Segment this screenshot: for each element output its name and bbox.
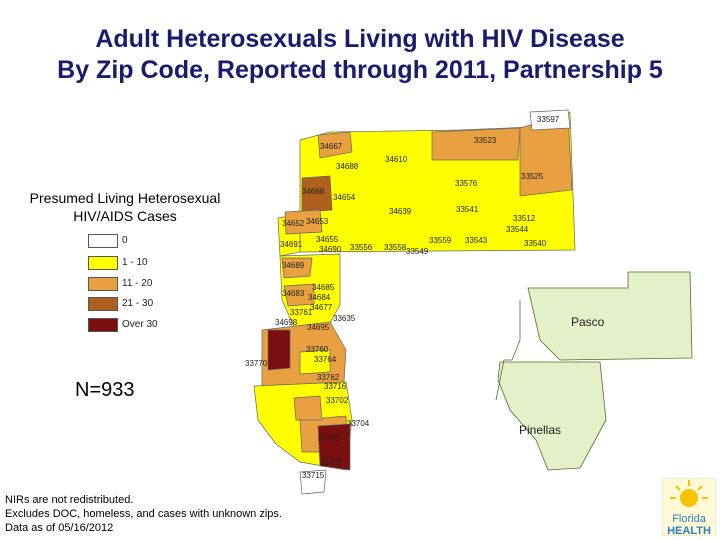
- zip-label-33715: 33715: [302, 471, 325, 480]
- zip-label-34667: 34667: [320, 142, 343, 151]
- zip-33709: [293, 395, 323, 421]
- zip-label-33764: 33764: [314, 355, 337, 364]
- zip-label-33762: 33762: [317, 373, 340, 382]
- zip-34683: [283, 283, 315, 307]
- zip-label-33543: 33543: [465, 236, 488, 245]
- footnote-exclusions: Excludes DOC, homeless, and cases with u…: [5, 508, 282, 520]
- zip-label-34654: 34654: [333, 193, 356, 202]
- zip-label-34698: 34698: [275, 318, 298, 327]
- zip-label-34688: 34688: [336, 162, 359, 171]
- legend-label: 1 - 10: [122, 257, 148, 268]
- zip-label-34610: 34610: [385, 155, 408, 164]
- florida-health-logo: Florida HEALTH: [662, 478, 716, 536]
- legend-label: 0: [122, 235, 128, 246]
- zip-label-34685: 34685: [312, 283, 335, 292]
- zip-33755: [267, 329, 291, 371]
- zip-label-33556: 33556: [350, 243, 373, 252]
- zip-label-33760: 33760: [306, 345, 329, 354]
- zip-label-33540: 33540: [524, 239, 547, 248]
- zip-label-33702: 33702: [326, 396, 349, 405]
- zip-label-34668: 34668: [302, 187, 325, 196]
- legend-swatch: [88, 297, 118, 311]
- zip-34667: [317, 131, 353, 159]
- zip-label-group: 33597 33523 34667 34668 34610 33525 34688 34654…: [245, 115, 560, 480]
- zip-label-33523: 33523: [474, 136, 497, 145]
- zip-label-33576: 33576: [455, 179, 478, 188]
- footnote-nir: NIRs are not redistributed.: [5, 494, 134, 506]
- zip-33523: [431, 127, 521, 161]
- inset-label-pasco: Pasco: [571, 315, 605, 329]
- map-title-line2: By Zip Code, Reported through 2011, Part…: [57, 56, 663, 84]
- zip-label-34639: 34639: [389, 207, 412, 216]
- legend-title-line2: HIV/AIDS Cases: [73, 208, 177, 224]
- footnote-data-date: Data as of 05/16/2012: [5, 522, 114, 534]
- inset-pasco: [527, 271, 693, 361]
- zip-34689: [281, 257, 313, 279]
- legend-title: Presumed Living Heterosexual HIV/AIDS Ca…: [5, 189, 245, 225]
- zip-label-33544: 33544: [506, 225, 529, 234]
- zip-34668: [301, 175, 333, 213]
- zip-33597: [529, 109, 571, 131]
- zip-label-34690: 34690: [319, 245, 342, 254]
- legend-title-line1: Presumed Living Heterosexual: [29, 190, 221, 206]
- legend-swatch: [88, 277, 118, 291]
- zip-label-34655: 34655: [316, 235, 339, 244]
- legend-swatch: [88, 256, 118, 270]
- legend-swatch: [88, 234, 118, 248]
- zip-label-33701: 33701: [318, 434, 341, 443]
- legend-label: Over 30: [122, 319, 158, 330]
- legend-label: 11 - 20: [122, 278, 153, 289]
- zip-label-33716: 33716: [324, 382, 347, 391]
- case-count: N=933: [75, 379, 135, 401]
- zip-label-33597: 33597: [537, 115, 560, 124]
- zip-33712: [317, 423, 351, 471]
- zip-label-33525: 33525: [521, 172, 544, 181]
- zip-label-34684: 34684: [308, 293, 331, 302]
- zip-label-34677: 34677: [310, 303, 333, 312]
- zip-label-33770: 33770: [245, 359, 268, 368]
- zip-label-34695: 34695: [307, 323, 330, 332]
- inset-pinellas: [497, 361, 607, 471]
- zip-label-34653: 34653: [306, 217, 329, 226]
- zip-label-33541: 33541: [456, 205, 479, 214]
- inset-label-pinellas: Pinellas: [519, 423, 561, 437]
- zip-label-34691: 34691: [280, 240, 303, 249]
- zip-label-34683: 34683: [282, 289, 305, 298]
- zip-label-33512: 33512: [513, 214, 536, 223]
- zip-label-33558: 33558: [384, 243, 407, 252]
- map-title-line1: Adult Heterosexuals Living with HIV Dise…: [95, 25, 625, 53]
- legend-label: 21 - 30: [122, 298, 154, 309]
- logo-text-line2: HEALTH: [667, 525, 711, 536]
- zip-label-33705: 33705: [320, 458, 343, 467]
- inset-outline: [495, 300, 521, 401]
- zip-33715: [299, 469, 327, 495]
- zip-label-33635: 33635: [333, 314, 356, 323]
- zip-label-34652: 34652: [282, 219, 305, 228]
- zip-label-33549: 33549: [406, 247, 429, 256]
- zip-33764: [299, 349, 331, 375]
- zip-label-34689: 34689: [282, 261, 305, 270]
- zip-label-33559: 33559: [429, 236, 452, 245]
- sun-icon: [680, 489, 698, 507]
- zip-label-33761: 33761: [290, 308, 313, 317]
- zip-label-33704: 33704: [347, 419, 370, 428]
- legend-swatch: [88, 318, 118, 332]
- zip-34652: [284, 209, 323, 235]
- logo-text-line1: Florida: [672, 513, 707, 525]
